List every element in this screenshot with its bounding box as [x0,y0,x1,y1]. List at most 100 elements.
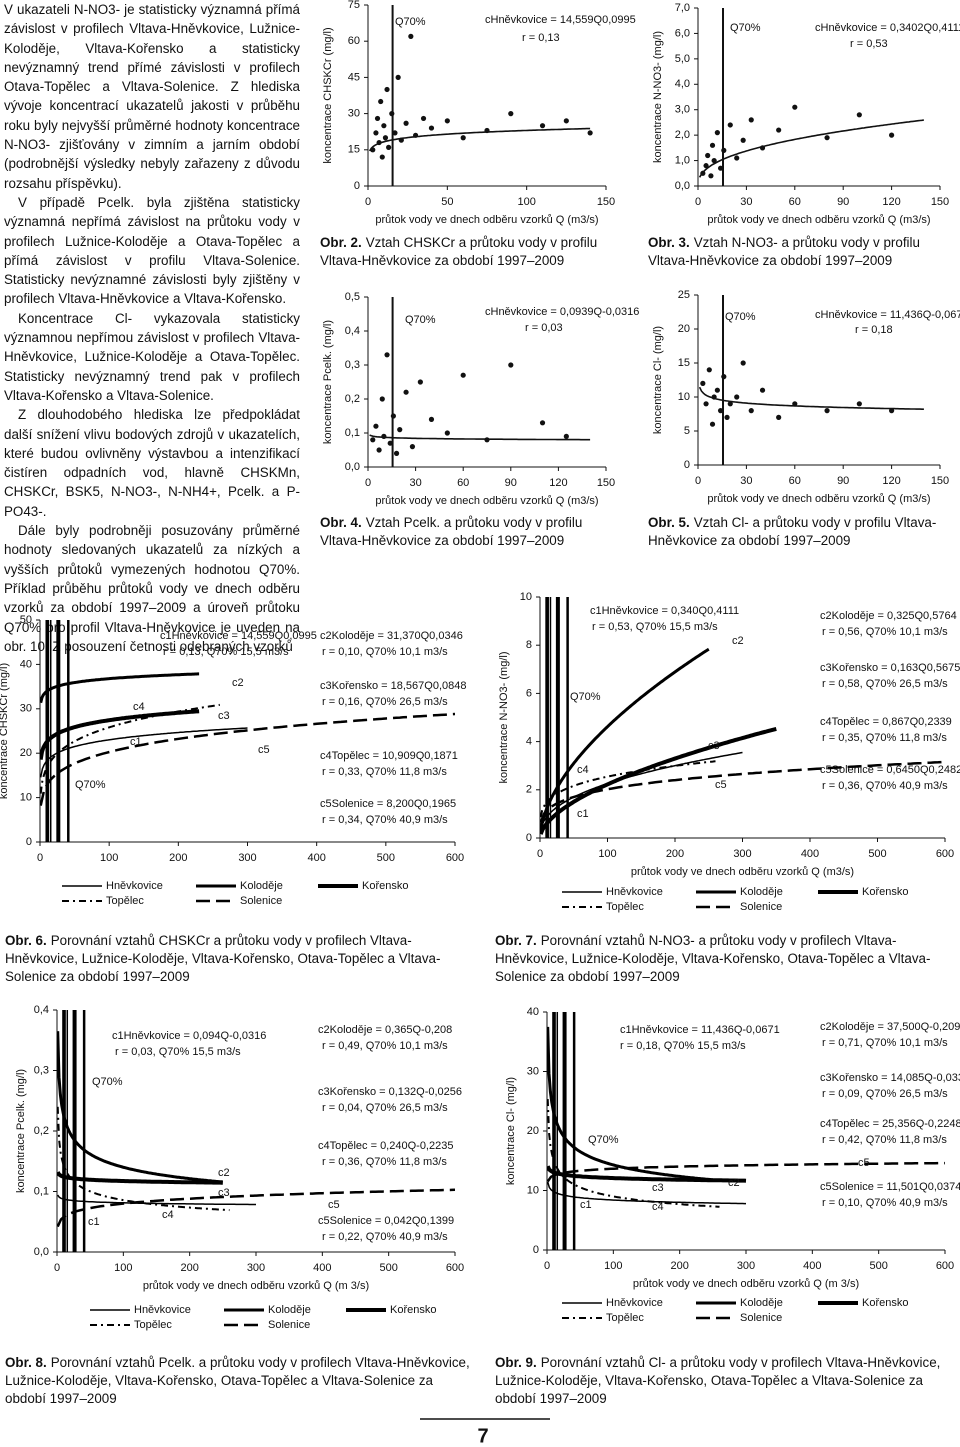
legend-label: Solenice [740,901,782,913]
point [393,450,400,456]
point [389,111,395,117]
x-tick-label: 300 [247,1262,265,1274]
y-tick-label: 6,0 [675,27,690,39]
equation: c3Kořensko = 18,567Q0,0848 [320,680,466,692]
x-tick-label: 120 [882,475,900,487]
equation: c5Solenice = 8,200Q0,1965 [320,798,456,810]
point [856,112,862,118]
y-tick-label: 1,0 [675,154,690,166]
point [721,374,727,380]
x-tick-label: 100 [604,1260,622,1272]
point [717,408,724,414]
x-tick-label: 0 [695,475,701,487]
x-tick-label: 90 [837,196,849,208]
fit-curve [57,1194,256,1206]
point [460,135,466,141]
point [384,86,390,93]
legend-label: Koloděje [740,1297,783,1309]
legend-label: Kořensko [390,1304,436,1316]
point [705,152,711,159]
point [408,33,414,39]
y-tick-label: 0,3 [34,1064,49,1076]
chart: 0,0 1,0 2,0 3,0 4,0 5,0 6,0 7,0 0 30 60 90 120 150 kon… [652,2,960,226]
point [384,352,390,358]
point [444,118,450,124]
curve-label: c1 [88,1216,100,1228]
point [708,173,714,179]
x-tick-label: 0 [365,196,371,208]
legend-label: Topělec [606,901,644,913]
x-tick-label: 400 [313,1262,331,1274]
point [824,408,830,414]
y-tick-label: 10 [527,1184,539,1196]
curve-label: c1 [577,808,589,820]
equation: c3Kořensko = 0,163Q0,5675 [820,662,960,674]
y-tick-label: 8 [526,639,532,651]
equation: c5Solenice = 0,6450Q0,2482 [820,764,960,776]
x-axis-label: průtok vody ve dnech odběru vzorků Q (m3… [631,866,854,878]
x-tick-label: 50 [441,196,453,208]
correlation: r = 0,10, Q70% 10,1 m3/s [322,646,448,658]
x-tick-label: 400 [307,852,325,864]
fit-curve [698,386,924,410]
legend-label: Kořensko [362,880,408,892]
y-tick-label: 0,2 [345,393,360,405]
point [563,118,569,124]
equation: c4Topělec = 0,240Q-0,2235 [318,1140,453,1152]
fit-curve [540,726,777,835]
equation: c4Topělec = 10,909Q0,1871 [320,750,458,762]
point [539,123,546,129]
point [727,401,733,407]
caption: Obr. 9. Porovnání vztahů Cl- a průtoku vo… [495,1354,960,1408]
point [706,367,712,373]
x-tick-label: 400 [803,1260,821,1272]
plot [547,1012,945,1250]
correlation: r = 0,13, Q70% 15,5 m3/s [163,646,289,658]
point [587,130,593,136]
legend-label: Solenice [268,1319,310,1331]
paragraph: Dále byly podrobněji posuzovány průměrné… [4,523,300,654]
x-tick-label: 600 [936,1260,954,1272]
y-tick-label: 7,0 [675,2,690,14]
x-tick-label: 90 [837,475,849,487]
point [714,130,720,136]
equation: cHněvkovice = 14,559Q0,0995 [485,14,636,26]
y-tick-label: 0,0 [34,1246,49,1258]
correlation: r = 0,53, Q70% 15,5 m3/s [592,621,718,633]
plot [369,297,591,467]
plot [40,620,455,842]
point [460,372,466,378]
point [395,74,401,80]
y-tick-label: 0 [26,836,32,848]
y-tick-label: 75 [348,0,360,11]
point [748,408,754,414]
q70-label: Q70% [570,691,601,703]
equation: c3Kořensko = 0,132Q-0,0256 [318,1086,462,1098]
y-axis-label: koncentrace Pcelk. (mg/l) [322,320,334,444]
y-tick-label: 4,0 [675,78,690,90]
y-tick-label: 0,3 [345,359,360,371]
equation: c5Solenice = 0,042Q0,1399 [318,1215,454,1227]
point [409,444,416,450]
x-tick-label: 300 [238,852,256,864]
y-tick-label: 0 [684,459,690,471]
equation: c1Hněvkovice = 0,340Q0,4111 [590,605,739,617]
point [734,394,740,400]
fit-curve [57,1188,455,1228]
point [376,447,382,453]
q70-label: Q70% [405,314,436,326]
y-tick-label: 6 [526,687,532,699]
y-tick-label: 10 [678,391,690,403]
caption-label: Obr. 6. [5,933,47,948]
fit-curve [547,1161,945,1183]
q70-label: Q70% [75,779,106,791]
point [508,362,514,368]
plot [368,5,593,186]
curve-label: c2 [232,677,244,689]
caption: Obr. 2. Vztah CHSKCr a průtoku vody v pro… [320,234,625,270]
legend-label: Topělec [134,1319,172,1331]
point [387,440,393,446]
